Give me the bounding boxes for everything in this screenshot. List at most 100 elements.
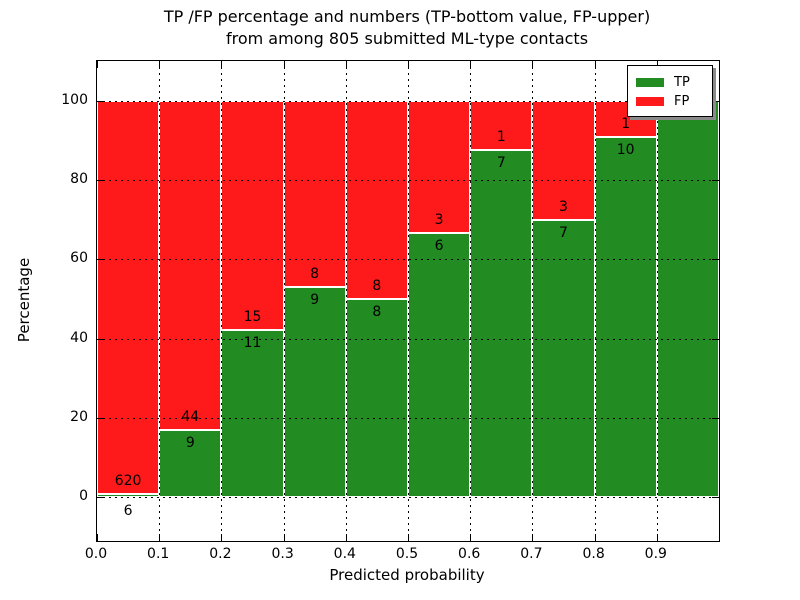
x-tick-bottom [594, 534, 596, 541]
y-tick-right [712, 100, 719, 102]
y-tick-left [97, 497, 104, 499]
grid-line-vertical [159, 61, 161, 541]
x-tick-top [159, 61, 161, 68]
x-tick-top [594, 61, 596, 68]
fp-count-label: 8 [372, 278, 382, 295]
x-tick-top [221, 61, 223, 68]
tp-count-label: 11 [243, 334, 262, 351]
x-tick-top [283, 61, 285, 68]
x-tick-top [532, 61, 534, 68]
legend-item-fp: FP [636, 92, 704, 110]
x-tick-label: 0.7 [520, 546, 543, 562]
x-tick-top [408, 61, 409, 68]
x-tick-bottom [221, 534, 223, 541]
bar-segment-tp [470, 150, 533, 498]
y-tick-left [97, 100, 104, 102]
tp-count-label: 9 [310, 292, 320, 309]
grid-line-vertical [283, 61, 285, 541]
bar-segment-fp [159, 100, 222, 430]
grid-line-vertical [221, 61, 223, 541]
x-tick-label: 0.6 [458, 546, 481, 562]
y-tick-right [712, 338, 719, 340]
x-tick-label: 0.4 [333, 546, 356, 562]
bar-segment-tp [283, 287, 346, 498]
y-tick-label: 20 [70, 409, 88, 426]
x-tick-bottom [345, 534, 347, 541]
x-tick-bottom [159, 534, 161, 541]
bar-segment-tp [97, 493, 160, 498]
tp-count-label: 7 [496, 155, 506, 172]
x-tick-label: 0.8 [582, 546, 605, 562]
fp-count-label: 15 [243, 308, 262, 325]
x-tick-bottom [532, 534, 534, 541]
fp-count-label: 1 [621, 115, 631, 132]
x-tick-label: 0.3 [271, 546, 294, 562]
x-tick-top [656, 61, 658, 68]
grid-line-vertical [594, 61, 596, 541]
x-tick-bottom [408, 534, 409, 541]
bar-segment-tp [408, 232, 471, 498]
bar-segment-fp [470, 100, 533, 151]
grid-line-vertical [345, 61, 347, 541]
bar-segment-tp [656, 100, 719, 498]
x-tick-label: 0.0 [84, 546, 108, 562]
chart-title: TP /FP percentage and numbers (TP-bottom… [96, 6, 718, 50]
y-axis-label: Percentage [15, 257, 33, 343]
legend-swatch-icon [636, 77, 664, 87]
fp-count-label: 8 [310, 266, 320, 283]
legend-label: TP [674, 74, 690, 90]
tp-count-label: 6 [123, 503, 133, 520]
x-tick-bottom [97, 534, 98, 541]
grid-line-vertical [470, 61, 472, 541]
x-tick-bottom [283, 534, 285, 541]
plot-area: 62064491511898836173711029 [96, 60, 720, 542]
legend: TP FP [627, 65, 713, 117]
fp-count-label: 3 [434, 211, 444, 228]
y-tick-left [97, 180, 104, 181]
grid-line-vertical [656, 61, 658, 541]
fp-count-label: 3 [559, 198, 568, 215]
bar-segment-tp [345, 299, 408, 498]
y-tick-right [712, 497, 719, 499]
tp-count-label: 10 [616, 141, 635, 158]
x-tick-top [97, 61, 98, 68]
x-tick-top [470, 61, 472, 68]
legend-label: FP [674, 93, 690, 109]
bar-segment-fp [97, 100, 160, 494]
x-tick-label: 0.2 [209, 546, 232, 562]
tp-count-label: 8 [372, 304, 382, 321]
y-tick-label: 80 [70, 171, 88, 187]
y-tick-label: 40 [70, 329, 88, 346]
x-axis-label: Predicted probability [329, 566, 485, 584]
y-tick-label: 60 [70, 250, 88, 267]
chart-title-line1: TP /FP percentage and numbers (TP-bottom… [163, 7, 651, 26]
grid-line-vertical [408, 61, 409, 541]
x-tick-top [345, 61, 347, 68]
x-tick-bottom [470, 534, 472, 541]
legend-item-tp: TP [636, 73, 704, 91]
bar-segment-tp [221, 329, 284, 498]
chart-title-line2: from among 805 submitted ML-type contact… [225, 29, 589, 48]
y-tick-left [97, 338, 104, 340]
bar-segment-fp [221, 100, 284, 330]
y-tick-left [97, 259, 104, 261]
fp-count-label: 1 [496, 129, 506, 146]
y-tick-label: 100 [61, 91, 88, 108]
bar-segment-tp [594, 136, 657, 498]
bar-segment-fp [345, 100, 408, 299]
x-tick-label: 0.9 [644, 546, 667, 562]
y-tick-right [712, 180, 719, 181]
fp-count-label: 620 [114, 472, 142, 489]
bar-segment-tp [532, 219, 595, 498]
grid-line-vertical [532, 61, 534, 541]
legend-swatch-icon [636, 96, 664, 106]
tp-count-label: 6 [434, 237, 444, 254]
tp-count-label: 7 [559, 224, 568, 241]
y-tick-left [97, 418, 104, 420]
fp-count-label: 44 [181, 409, 200, 425]
y-tick-right [712, 418, 719, 420]
tp-count-label: 9 [185, 435, 195, 451]
x-tick-label: 0.1 [147, 546, 170, 562]
x-tick-label: 0.5 [395, 546, 419, 562]
